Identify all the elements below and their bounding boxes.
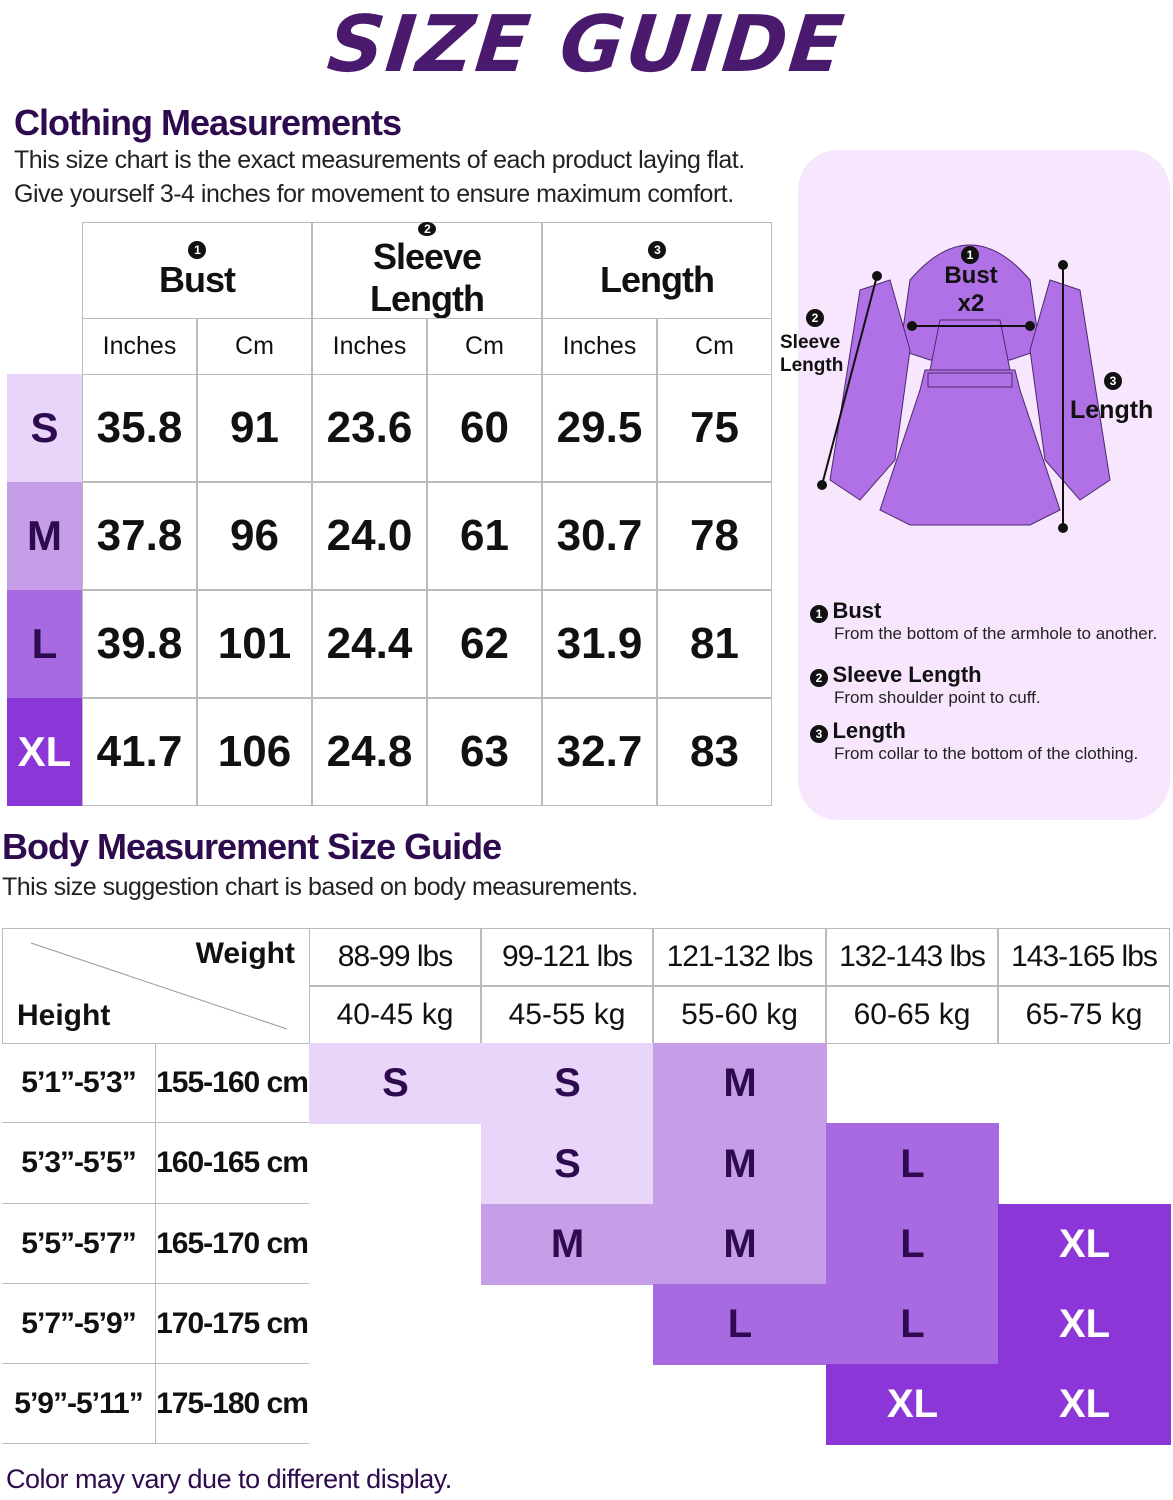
weight-kg-header: 60-65 kg — [826, 986, 998, 1044]
unit-header: Inches — [82, 318, 197, 375]
table-cell: 83 — [657, 698, 772, 806]
diagram-legend: 1 Bust From the bottom of the armhole to … — [810, 598, 1170, 764]
table-cell: 23.6 — [312, 374, 427, 482]
size-recommendation-s: S — [309, 1043, 482, 1124]
bust-badge: 1 — [961, 246, 979, 264]
page-title: SIZE GUIDE — [323, 0, 850, 90]
height-ft: 5’3”-5’5” — [2, 1123, 156, 1204]
table-cell: 75 — [657, 374, 772, 482]
table-cell: 24.8 — [312, 698, 427, 806]
body-desc: This size suggestion chart is based on b… — [2, 873, 638, 901]
legend-item-length: 3 Length From collar to the bottom of the… — [810, 718, 1170, 764]
size-recommendation-m: M — [653, 1204, 827, 1285]
size-recommendation-xl: XL — [998, 1364, 1171, 1445]
table-cell: 96 — [197, 482, 312, 590]
size-label-l: L — [7, 590, 82, 698]
size-recommendation-l: L — [653, 1284, 827, 1365]
size-label-m: M — [7, 482, 82, 590]
height-cm: 160-165 cm — [155, 1123, 309, 1204]
number-badge: 3 — [648, 240, 666, 259]
size-recommendation-l: L — [826, 1123, 999, 1205]
height-ft: 5’1”-5’3” — [2, 1043, 156, 1123]
height-label: Height — [17, 999, 111, 1032]
table-cell: 35.8 — [82, 374, 197, 482]
table-cell: 78 — [657, 482, 772, 590]
weight-kg-header: 55-60 kg — [653, 986, 826, 1044]
table-cell: 106 — [197, 698, 312, 806]
legend-item-bust: 1 Bust From the bottom of the armhole to … — [810, 598, 1170, 662]
number-badge: 1 — [188, 240, 206, 259]
length-badge: 3 — [1104, 372, 1122, 390]
table-cell: 63 — [427, 698, 542, 806]
column-header-sleeve-length: 2 Sleeve Length — [312, 221, 542, 319]
height-ft: 5’7”-5’9” — [2, 1284, 156, 1364]
unit-header: Cm — [657, 318, 772, 375]
table-cell: 60 — [427, 374, 542, 482]
size-recommendation-xl: XL — [826, 1364, 999, 1445]
height-cm: 175-180 cm — [155, 1364, 309, 1444]
weight-height-corner: Weight Height — [2, 928, 310, 1044]
size-recommendation-m: M — [653, 1043, 827, 1124]
size-recommendation-m: M — [481, 1204, 654, 1285]
sleeve-diagram-label-2: Length — [780, 355, 844, 376]
size-recommendation-xl: XL — [998, 1284, 1171, 1365]
weight-lbs-header: 121-132 lbs — [653, 928, 826, 986]
sleeve-badge: 2 — [806, 309, 824, 327]
table-cell: 24.4 — [312, 590, 427, 698]
unit-header: Inches — [312, 318, 427, 375]
clothing-desc-2: Give yourself 3-4 inches for movement to… — [14, 180, 734, 208]
height-ft: 5’9”-5’11” — [2, 1364, 156, 1444]
table-cell: 37.8 — [82, 482, 197, 590]
weight-kg-header: 45-55 kg — [481, 986, 653, 1044]
weight-kg-header: 40-45 kg — [309, 986, 481, 1044]
clothing-heading: Clothing Measurements — [14, 102, 402, 143]
table-cell: 30.7 — [542, 482, 657, 590]
bust-diagram-label: Bust — [944, 262, 998, 289]
size-recommendation-l: L — [826, 1204, 999, 1285]
length-diagram-label: Length — [1070, 396, 1154, 424]
table-cell: 81 — [657, 590, 772, 698]
weight-lbs-header: 143-165 lbs — [998, 928, 1170, 986]
clothing-desc-1: This size chart is the exact measurement… — [14, 146, 745, 174]
size-label-s: S — [7, 374, 82, 482]
unit-header: Cm — [427, 318, 542, 375]
table-cell: 31.9 — [542, 590, 657, 698]
sleeve-diagram-label: Sleeve — [780, 332, 841, 353]
weight-lbs-header: 88-99 lbs — [309, 928, 481, 986]
height-cm: 165-170 cm — [155, 1204, 309, 1284]
number-badge: 2 — [418, 221, 436, 236]
size-recommendation-s: S — [481, 1043, 654, 1124]
legend-item-sleeve: 2 Sleeve Length From shoulder point to cu… — [810, 662, 1170, 718]
size-recommendation-l: L — [826, 1284, 999, 1365]
table-cell: 24.0 — [312, 482, 427, 590]
table-cell: 62 — [427, 590, 542, 698]
size-recommendation-m: M — [653, 1123, 827, 1205]
size-recommendation-xl: XL — [998, 1204, 1171, 1285]
dress-diagram-icon — [817, 244, 1111, 533]
column-header-length: 3 Length — [542, 222, 772, 319]
column-header-bust: 1 Bust — [82, 222, 312, 319]
weight-kg-header: 65-75 kg — [998, 986, 1170, 1044]
size-label-xl: XL — [7, 698, 82, 806]
size-recommendation-s: S — [481, 1123, 654, 1205]
table-cell: 39.8 — [82, 590, 197, 698]
weight-lbs-header: 99-121 lbs — [481, 928, 653, 986]
unit-header: Cm — [197, 318, 312, 375]
height-ft: 5’5”-5’7” — [2, 1204, 156, 1284]
weight-label: Weight — [195, 937, 295, 970]
height-cm: 155-160 cm — [155, 1043, 309, 1123]
height-cm: 170-175 cm — [155, 1284, 309, 1364]
table-cell: 32.7 — [542, 698, 657, 806]
weight-lbs-header: 132-143 lbs — [826, 928, 998, 986]
footer-note: Color may vary due to different display. — [6, 1464, 452, 1494]
table-cell: 29.5 — [542, 374, 657, 482]
unit-header: Inches — [542, 318, 657, 375]
body-heading: Body Measurement Size Guide — [2, 826, 502, 867]
table-cell: 91 — [197, 374, 312, 482]
bust-x2-label: x2 — [957, 290, 985, 317]
table-cell: 61 — [427, 482, 542, 590]
table-cell: 101 — [197, 590, 312, 698]
table-cell: 41.7 — [82, 698, 197, 806]
